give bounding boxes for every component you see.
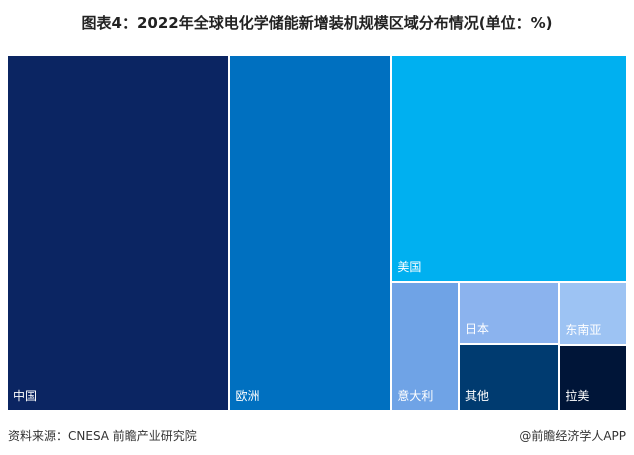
cell-label: 东南亚 <box>565 322 602 337</box>
cell-label: 意大利 <box>397 388 434 403</box>
cell-label: 日本 <box>464 322 489 337</box>
cell-label: 其他 <box>464 388 489 403</box>
treemap-cell: 中国 <box>8 56 229 410</box>
treemap-cell: 意大利 <box>392 282 458 410</box>
cell-label: 美国 <box>397 259 422 274</box>
treemap-cell: 日本 <box>459 282 559 344</box>
treemap-cell: 拉美 <box>560 345 626 410</box>
treemap-cell: 欧洲 <box>230 56 391 410</box>
treemap-cell: 其他 <box>459 345 559 410</box>
chart-title: 图表4：2022年全球电化学储能新增装机规模区域分布情况(单位：%) <box>81 14 553 32</box>
source-note: 资料来源：CNESA 前瞻产业研究院 <box>8 429 197 443</box>
treemap-cell: 东南亚 <box>560 282 626 344</box>
cell-label: 中国 <box>13 389 38 403</box>
treemap-plot: 中国 欧洲 美国意大利 日本其他 东南亚拉美 <box>8 56 626 410</box>
credit-note: @前瞻经济学人APP <box>519 429 626 443</box>
treemap-cell: 美国 <box>392 56 626 281</box>
cell-label: 欧洲 <box>235 389 260 403</box>
cell-label: 拉美 <box>565 388 590 403</box>
